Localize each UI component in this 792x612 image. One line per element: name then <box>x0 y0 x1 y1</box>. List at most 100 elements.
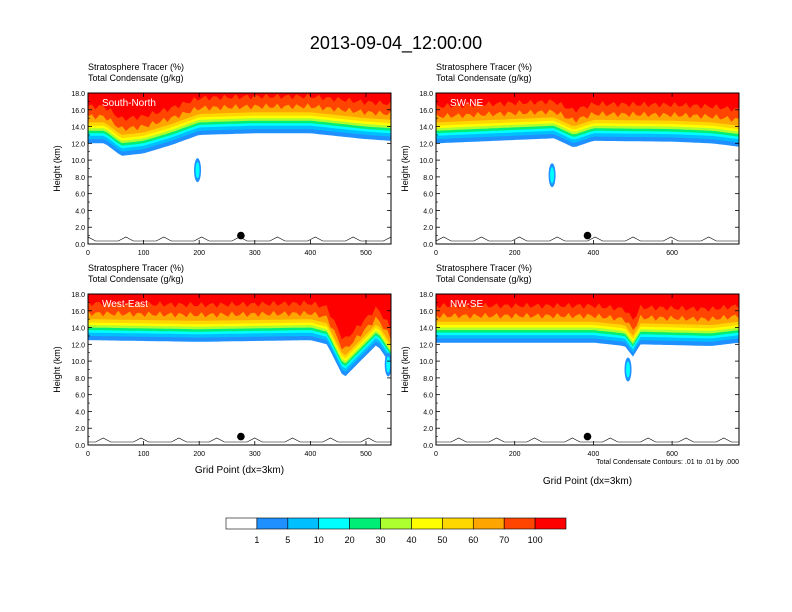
y-tick-label: 14.0 <box>419 326 433 333</box>
y-tick-label: 18.0 <box>71 91 85 98</box>
x-tick-label: 600 <box>666 451 678 458</box>
y-tick-label: 8.0 <box>423 175 433 182</box>
y-tick-label: 12.0 <box>71 342 85 349</box>
y-tick-label: 2.0 <box>423 426 433 433</box>
colorbar: 1 5 10 20 30 40 50 60 70 100 <box>225 517 567 545</box>
y-tick-label: 18.0 <box>419 292 433 299</box>
colorbar-box <box>287 517 320 530</box>
tracer-band-level-10 <box>88 294 391 340</box>
y-axis-label: Height (km) <box>400 346 410 393</box>
panel-sw-ne: Stratosphere Tracer (%)Total Condensate … <box>400 62 740 257</box>
condensate-contour <box>436 236 739 242</box>
x-tick-label: 100 <box>138 451 150 458</box>
colorbar-box <box>256 517 289 530</box>
y-tick-label: 16.0 <box>71 108 85 115</box>
x-tick-label: 0 <box>434 250 438 257</box>
x-tick-label: 400 <box>305 250 317 257</box>
x-tick-label: 400 <box>588 451 600 458</box>
panel-header-line2: Total Condensate (g/kg) <box>88 274 184 284</box>
location-marker <box>583 231 592 240</box>
y-tick-label: 8.0 <box>75 175 85 182</box>
y-tick-label: 12.0 <box>419 141 433 148</box>
y-tick-label: 14.0 <box>71 326 85 333</box>
tracer-blob-core <box>195 162 200 179</box>
colorbar-label: 20 <box>345 535 355 545</box>
colorbar-box <box>411 517 443 530</box>
panel-header-line1: Stratosphere Tracer (%) <box>436 263 532 273</box>
y-tick-label: 10.0 <box>71 158 85 165</box>
y-tick-label: 10.0 <box>419 359 433 366</box>
y-tick-label: 12.0 <box>419 342 433 349</box>
x-tick-label: 0 <box>434 451 438 458</box>
x-tick-label: 600 <box>666 250 678 257</box>
colorbar-label: 40 <box>406 535 416 545</box>
panel-nw-se: Stratosphere Tracer (%)Total Condensate … <box>400 263 740 487</box>
x-tick-label: 200 <box>193 250 205 257</box>
y-tick-label: 16.0 <box>71 309 85 316</box>
y-tick-label: 12.0 <box>71 141 85 148</box>
tracer-band-level-10 <box>436 93 739 113</box>
colorbar-box <box>318 517 350 530</box>
x-axis-label: Grid Point (dx=3km) <box>195 465 284 476</box>
tracer-blob-core <box>550 167 555 184</box>
tracer-band-level-9 <box>88 294 391 350</box>
x-tick-label: 300 <box>249 451 261 458</box>
tracer-blob-core <box>386 356 391 373</box>
panel-header-line1: Stratosphere Tracer (%) <box>88 62 184 72</box>
colorbar-box <box>442 517 474 530</box>
contour-footnote: Total Condensate Contours: .01 to .01 by… <box>596 459 739 466</box>
panel-label: West-East <box>102 299 148 310</box>
y-tick-label: 0.0 <box>75 443 85 450</box>
x-tick-label: 200 <box>193 451 205 458</box>
location-marker <box>583 432 592 441</box>
y-tick-label: 14.0 <box>71 125 85 132</box>
x-tick-label: 0 <box>86 451 90 458</box>
location-marker <box>237 231 245 240</box>
y-tick-label: 10.0 <box>419 158 433 165</box>
y-tick-label: 6.0 <box>423 393 433 400</box>
colorbar-box <box>380 517 412 530</box>
colorbar-label: 60 <box>468 535 478 545</box>
y-axis-label: Height (km) <box>400 145 410 192</box>
panel-header-line2: Total Condensate (g/kg) <box>436 274 532 284</box>
x-tick-label: 400 <box>588 250 600 257</box>
panel-west-east: Stratosphere Tracer (%)Total Condensate … <box>52 263 392 476</box>
y-axis-label: Height (km) <box>52 346 62 393</box>
colorbar-label: 70 <box>499 535 509 545</box>
colorbar-box <box>534 517 567 530</box>
y-tick-label: 4.0 <box>75 208 85 215</box>
y-tick-label: 0.0 <box>423 443 433 450</box>
y-tick-label: 2.0 <box>423 225 433 232</box>
panel-label: SW-NE <box>450 98 483 109</box>
colorbar-label: 1 <box>254 535 259 545</box>
colorbar-label: 10 <box>314 535 324 545</box>
panel-header-line2: Total Condensate (g/kg) <box>88 73 184 83</box>
y-tick-label: 18.0 <box>71 292 85 299</box>
x-tick-label: 0 <box>86 250 90 257</box>
tracer-field <box>436 294 739 445</box>
colorbar-box <box>472 517 505 530</box>
tracer-band-level-10 <box>436 294 739 320</box>
y-tick-label: 16.0 <box>419 309 433 316</box>
tracer-band-level-10 <box>88 93 391 121</box>
colorbar-label: 5 <box>285 535 290 545</box>
y-tick-label: 6.0 <box>75 192 85 199</box>
location-marker <box>237 432 245 441</box>
colorbar-box <box>225 517 258 530</box>
x-tick-label: 300 <box>249 250 261 257</box>
panel-header-line2: Total Condensate (g/kg) <box>436 73 532 83</box>
y-tick-label: 10.0 <box>71 359 85 366</box>
y-tick-label: 6.0 <box>75 393 85 400</box>
y-tick-label: 4.0 <box>423 409 433 416</box>
y-tick-label: 0.0 <box>75 242 85 249</box>
panel-label: NW-SE <box>450 299 483 310</box>
y-tick-label: 2.0 <box>75 426 85 433</box>
tracer-blob-core <box>626 361 631 378</box>
y-tick-label: 6.0 <box>423 192 433 199</box>
y-tick-label: 4.0 <box>75 409 85 416</box>
y-tick-label: 4.0 <box>423 208 433 215</box>
panel-header-line1: Stratosphere Tracer (%) <box>88 263 184 273</box>
y-axis-label: Height (km) <box>52 145 62 192</box>
panel-south-north: Stratosphere Tracer (%)Total Condensate … <box>52 62 392 257</box>
